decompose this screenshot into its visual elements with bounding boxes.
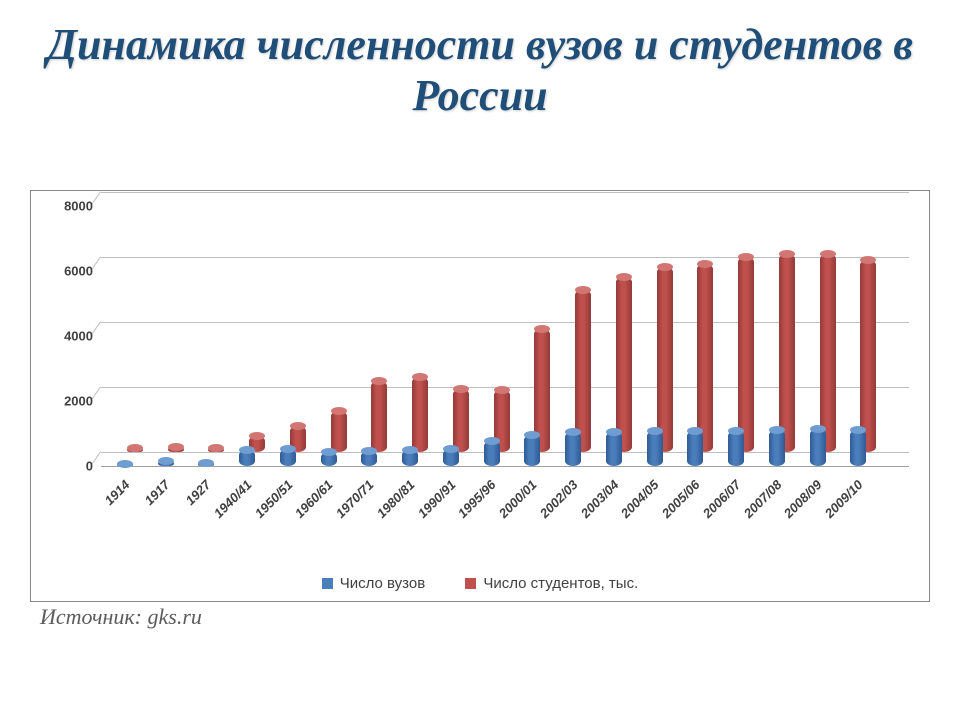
x-tick-label: 1914 (101, 477, 132, 508)
bar-vuzov (687, 431, 703, 466)
x-tick-label: 2009/10 (822, 477, 866, 521)
legend-label-studentov: Число студентов, тыс. (483, 575, 638, 592)
y-tick-label: 6000 (64, 264, 93, 279)
bar-students (738, 257, 754, 452)
x-tick-label: 1995/96 (455, 477, 499, 521)
bar-vuzov (198, 463, 214, 466)
x-tick-label: 1917 (142, 477, 173, 508)
x-tick-label: 2002/03 (537, 477, 581, 521)
legend-item-studentov: Число студентов, тыс. (465, 575, 638, 592)
bar-students (208, 448, 224, 452)
y-tick-label: 0 (86, 459, 93, 474)
bar-students (453, 389, 469, 452)
legend-swatch-vuzov (322, 578, 333, 589)
bar-students (371, 381, 387, 452)
bar-students (412, 377, 428, 452)
x-tick-label: 2006/07 (700, 477, 744, 521)
bar-students (860, 260, 876, 452)
bar-students (616, 277, 632, 453)
bar-vuzov (606, 432, 622, 466)
grid-line (101, 452, 909, 453)
chart-frame: 02000400060008000 1914191719271940/41195… (30, 190, 930, 602)
slide: Динамика численности вузов и студентов в… (0, 0, 960, 720)
source-label: Источник: gks.ru (40, 604, 202, 630)
bar-students (168, 447, 184, 452)
x-tick-label: 1927 (183, 477, 214, 508)
y-tick-label: 2000 (64, 394, 93, 409)
bar-vuzov (443, 449, 459, 466)
bar-students (657, 267, 673, 452)
bar-students (575, 290, 591, 453)
bar-students (820, 254, 836, 452)
x-tick-label: 2000/01 (496, 477, 540, 521)
x-tick-label: 2004/05 (618, 477, 662, 521)
bar-vuzov (728, 431, 744, 466)
bar-vuzov (850, 430, 866, 466)
y-tick-label: 4000 (64, 329, 93, 344)
x-tick-label: 1970/71 (333, 477, 377, 521)
x-axis-labels: 1914 1917 19271940/411950/511960/611970/71… (101, 471, 909, 561)
x-tick-label: 2005/06 (659, 477, 703, 521)
bar-vuzov (647, 431, 663, 466)
x-tick-label: 1960/61 (292, 477, 336, 521)
bar-vuzov (810, 429, 826, 466)
bar-vuzov (321, 452, 337, 466)
bar-vuzov (402, 450, 418, 466)
x-tick-label: 2007/08 (740, 477, 784, 521)
bar-vuzov (280, 449, 296, 466)
plot-area: 02000400060008000 (101, 206, 909, 466)
x-tick-label: 1980/81 (374, 477, 418, 521)
bar-students (331, 411, 347, 452)
bar-vuzov (158, 461, 174, 466)
x-tick-label: 1990/91 (414, 477, 458, 521)
bar-vuzov (769, 430, 785, 466)
legend-item-vuzov: Число вузов (322, 575, 425, 592)
legend-swatch-studentov (465, 578, 476, 589)
x-tick-label: 1940/41 (211, 477, 255, 521)
y-tick-label: 8000 (64, 199, 93, 214)
bar-vuzov (361, 451, 377, 466)
grid-line (101, 192, 909, 193)
bar-vuzov (484, 441, 500, 466)
bar-students (127, 448, 143, 452)
x-tick-label: 2003/04 (577, 477, 621, 521)
x-tick-label: 2008/09 (781, 477, 825, 521)
page-title: Динамика численности вузов и студентов в… (0, 0, 960, 121)
legend: Число вузов Число студентов, тыс. (31, 575, 929, 593)
bar-vuzov (524, 435, 540, 466)
bar-vuzov (565, 432, 581, 466)
legend-label-vuzov: Число вузов (340, 575, 425, 592)
bar-students (697, 264, 713, 453)
bar-vuzov (239, 450, 255, 466)
x-tick-label: 1950/51 (251, 477, 295, 521)
bar-students (779, 254, 795, 452)
bar-vuzov (117, 464, 133, 466)
